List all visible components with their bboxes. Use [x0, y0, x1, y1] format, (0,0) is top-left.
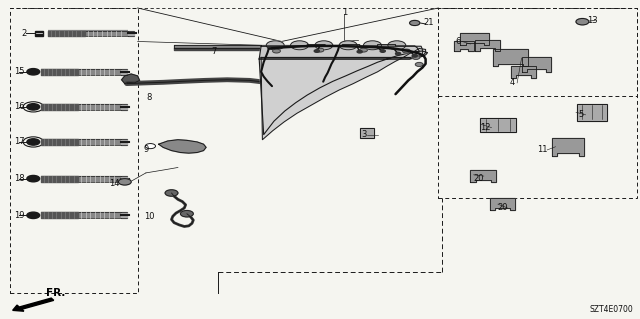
- Bar: [128, 31, 134, 36]
- Text: 14: 14: [109, 179, 119, 188]
- Text: 11: 11: [538, 145, 548, 154]
- Circle shape: [165, 190, 178, 196]
- Bar: [360, 128, 374, 138]
- Text: 2: 2: [22, 29, 27, 38]
- Circle shape: [410, 20, 420, 26]
- Polygon shape: [552, 138, 584, 155]
- Text: 8: 8: [147, 93, 152, 102]
- Polygon shape: [159, 140, 206, 153]
- Text: 16: 16: [14, 102, 24, 111]
- Text: FR.: FR.: [46, 288, 65, 298]
- Polygon shape: [522, 57, 550, 71]
- Circle shape: [273, 49, 280, 53]
- Circle shape: [118, 179, 131, 185]
- Bar: [481, 118, 516, 132]
- Polygon shape: [461, 33, 489, 45]
- Text: 20: 20: [474, 174, 484, 183]
- Circle shape: [27, 212, 40, 219]
- Circle shape: [339, 41, 357, 50]
- Polygon shape: [511, 66, 536, 78]
- Bar: [10, 8, 138, 293]
- Polygon shape: [454, 41, 474, 51]
- Bar: [121, 104, 127, 110]
- Bar: [360, 128, 374, 138]
- Circle shape: [145, 144, 156, 149]
- Circle shape: [315, 41, 333, 50]
- Circle shape: [396, 52, 401, 55]
- Circle shape: [360, 48, 367, 52]
- Circle shape: [314, 50, 319, 52]
- Text: 3: 3: [361, 130, 366, 139]
- Polygon shape: [470, 170, 496, 182]
- Circle shape: [266, 41, 284, 50]
- Text: SZT4E0700: SZT4E0700: [590, 305, 634, 314]
- Polygon shape: [259, 51, 428, 135]
- Circle shape: [412, 56, 420, 59]
- Circle shape: [388, 41, 406, 50]
- Polygon shape: [122, 74, 140, 84]
- Bar: [481, 118, 516, 132]
- Circle shape: [403, 49, 410, 53]
- Text: 15: 15: [14, 67, 24, 76]
- Polygon shape: [259, 45, 419, 59]
- Text: 20: 20: [497, 204, 508, 212]
- Bar: [438, 8, 637, 198]
- Polygon shape: [261, 46, 422, 57]
- Text: 7: 7: [212, 47, 217, 56]
- Text: 10: 10: [144, 212, 154, 221]
- Text: 12: 12: [480, 123, 490, 132]
- Polygon shape: [276, 82, 293, 91]
- Text: 13: 13: [587, 16, 597, 25]
- Circle shape: [27, 104, 40, 110]
- Polygon shape: [493, 49, 529, 66]
- Text: 6: 6: [455, 37, 460, 46]
- Circle shape: [27, 69, 40, 75]
- Bar: [35, 31, 43, 36]
- Text: 17: 17: [14, 137, 24, 146]
- Bar: [577, 103, 607, 121]
- Text: 4: 4: [509, 78, 515, 87]
- Polygon shape: [261, 48, 426, 140]
- Circle shape: [316, 48, 324, 52]
- Polygon shape: [490, 198, 515, 210]
- Text: 1: 1: [342, 8, 347, 17]
- Text: 5: 5: [579, 110, 584, 119]
- Circle shape: [364, 41, 381, 50]
- Text: 21: 21: [424, 18, 434, 27]
- Circle shape: [27, 175, 40, 182]
- Polygon shape: [475, 40, 500, 51]
- Bar: [577, 103, 607, 121]
- Circle shape: [27, 139, 40, 145]
- Bar: [121, 139, 127, 145]
- Bar: [121, 212, 127, 218]
- Circle shape: [180, 211, 193, 217]
- Circle shape: [576, 19, 589, 25]
- Text: 19: 19: [14, 211, 24, 220]
- Bar: [438, 8, 637, 96]
- Text: 9: 9: [143, 145, 148, 154]
- Text: 18: 18: [14, 174, 24, 183]
- Circle shape: [415, 63, 423, 66]
- Bar: [121, 176, 127, 182]
- FancyArrow shape: [13, 298, 54, 311]
- Circle shape: [291, 41, 308, 50]
- Bar: [121, 69, 127, 75]
- Circle shape: [412, 55, 417, 57]
- Circle shape: [357, 50, 362, 53]
- Circle shape: [380, 50, 385, 52]
